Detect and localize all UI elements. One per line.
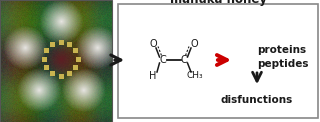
Text: disfunctions: disfunctions bbox=[221, 95, 293, 105]
Text: O: O bbox=[190, 39, 198, 49]
Text: manuka honey: manuka honey bbox=[170, 0, 267, 6]
Text: C: C bbox=[160, 55, 166, 65]
Text: CH₃: CH₃ bbox=[187, 71, 203, 81]
Text: proteins
peptides: proteins peptides bbox=[257, 45, 308, 69]
Text: O: O bbox=[149, 39, 157, 49]
Text: C: C bbox=[180, 55, 188, 65]
Bar bbox=[0, 0, 112, 122]
Bar bbox=[118, 4, 318, 118]
Text: H: H bbox=[149, 71, 157, 81]
